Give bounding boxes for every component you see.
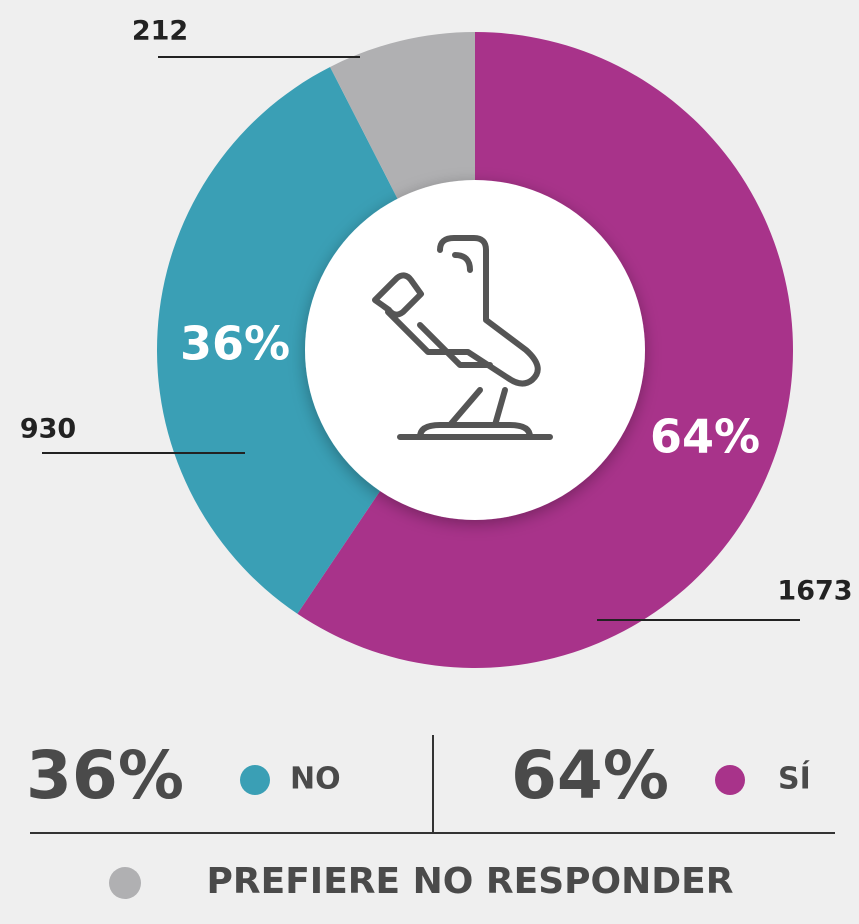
legend-percentage: 64% [511,737,669,814]
slice [157,66,403,614]
legend-label: SÍ [778,761,811,797]
legend-swatch [240,765,270,795]
legend-swatch [109,867,141,899]
count-label: 212 [132,16,188,47]
legend-percentage: 36% [26,737,184,814]
dental-chair-icon [372,235,553,440]
count-label: 930 [20,414,76,445]
center-circle [305,180,645,520]
percentage-label: 36% [180,317,290,371]
legend-swatch [715,765,745,795]
percentage-label: 64% [650,410,760,464]
legend-label: PREFIERE NO RESPONDER [207,861,734,902]
legend-label: NO [290,762,341,797]
slice [330,32,475,208]
count-label: 1673 [777,576,852,607]
